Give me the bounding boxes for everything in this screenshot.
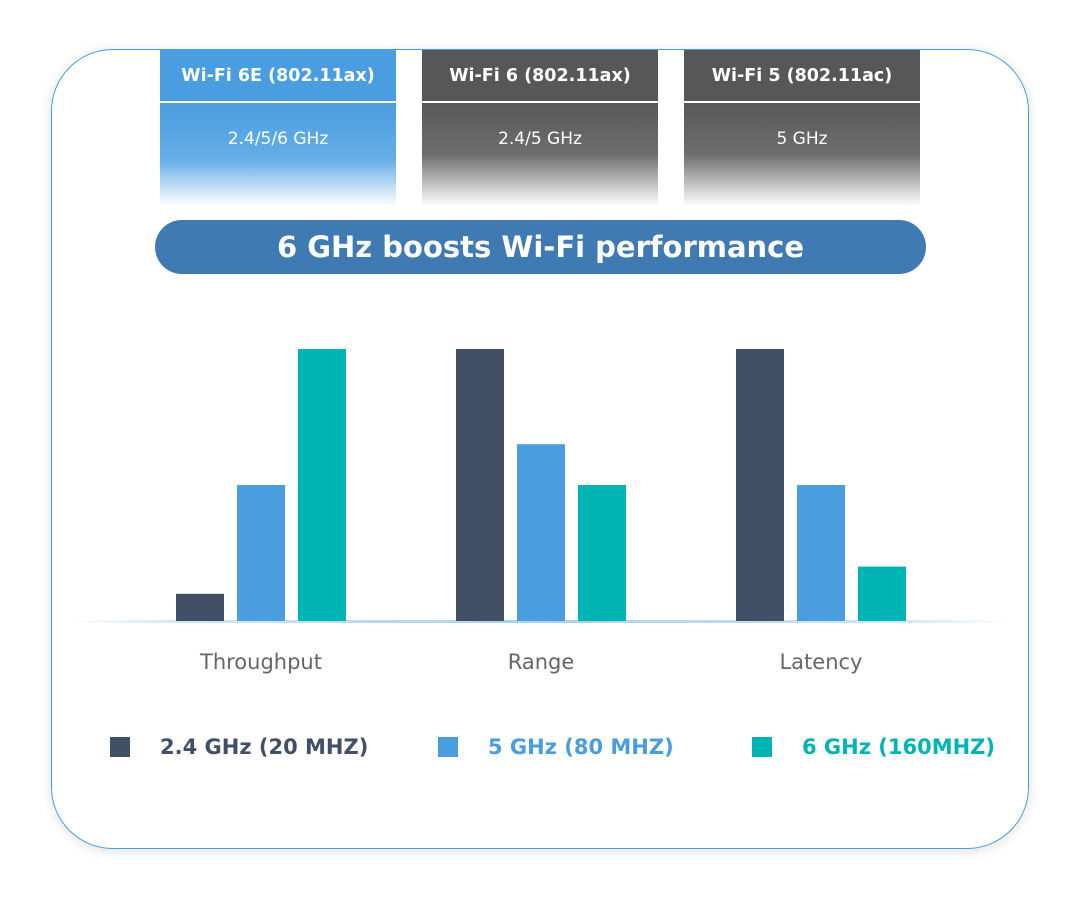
legend-item-2-4ghz: 2.4 GHz (20 MHZ) <box>110 734 368 760</box>
bar-range-series-2 <box>578 485 626 621</box>
legend-swatch <box>110 737 130 757</box>
legend-swatch <box>438 737 458 757</box>
standard-name: Wi-Fi 6 (802.11ax) <box>422 50 658 101</box>
standard-wifi-6: Wi-Fi 6 (802.11ax) 2.4/5 GHz <box>422 50 658 206</box>
legend-label: 5 GHz (80 MHZ) <box>488 735 674 759</box>
chart-baseline <box>70 620 1010 623</box>
standard-name: Wi-Fi 5 (802.11ac) <box>684 50 920 101</box>
legend-item-5ghz: 5 GHz (80 MHZ) <box>438 734 674 760</box>
standard-bands: 2.4/5 GHz <box>498 129 582 149</box>
standard-name: Wi-Fi 6E (802.11ax) <box>160 50 396 101</box>
bar-latency-series-0 <box>736 349 784 621</box>
category-label: Range <box>508 650 575 674</box>
category-label: Latency <box>779 650 862 674</box>
legend-item-6ghz: 6 GHz (160MHZ) <box>752 734 995 760</box>
standard-wifi-5: Wi-Fi 5 (802.11ac) 5 GHz <box>684 50 920 206</box>
bar-range-series-0 <box>456 349 504 621</box>
bar-throughput-series-1 <box>237 485 285 621</box>
bar-throughput-series-0 <box>176 593 224 621</box>
legend-label: 6 GHz (160MHZ) <box>802 735 995 759</box>
chart-banner-title: 6 GHz boosts Wi-Fi performance <box>155 220 926 274</box>
legend-label: 2.4 GHz (20 MHZ) <box>160 735 369 759</box>
bar-latency-series-2 <box>858 566 906 621</box>
category-label: Throughput <box>199 650 322 674</box>
standard-bands: 5 GHz <box>776 129 828 149</box>
standard-wifi-6e: Wi-Fi 6E (802.11ax) 2.4/5/6 GHz <box>160 50 396 206</box>
bar-range-series-1 <box>517 444 565 621</box>
bar-latency-series-1 <box>797 485 845 621</box>
legend-swatch <box>752 737 772 757</box>
standard-bands: 2.4/5/6 GHz <box>227 129 329 149</box>
bar-throughput-series-2 <box>298 349 346 621</box>
